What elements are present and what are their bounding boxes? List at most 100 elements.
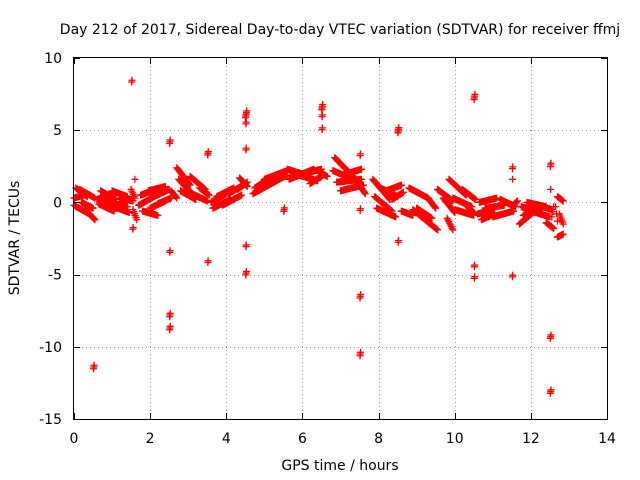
data-point <box>552 203 560 211</box>
data-point <box>204 257 212 265</box>
data-point <box>446 219 454 227</box>
data-point <box>509 175 517 183</box>
data-point <box>204 148 212 156</box>
data-point <box>361 190 369 198</box>
data-point <box>318 111 326 119</box>
data-point <box>554 217 562 225</box>
data-point <box>131 194 139 202</box>
data-point <box>493 194 501 202</box>
data-point <box>431 203 439 211</box>
data-point <box>547 386 555 394</box>
y-tick-label: -5 <box>48 268 62 284</box>
plot-frame <box>73 57 608 420</box>
data-point <box>432 204 440 212</box>
data-point <box>512 198 520 206</box>
data-point <box>514 197 522 205</box>
data-point <box>173 194 181 202</box>
axis-ticks <box>74 58 608 420</box>
data-point <box>434 226 442 234</box>
data-point <box>471 273 479 281</box>
data-point <box>548 213 556 221</box>
data-point <box>397 181 405 189</box>
data-point <box>166 309 174 317</box>
data-point <box>242 118 250 126</box>
data-point <box>399 188 407 196</box>
data-point <box>509 271 517 279</box>
data-point <box>559 230 567 238</box>
data-point <box>323 172 331 180</box>
y-tick-label: -10 <box>39 340 62 356</box>
data-point <box>89 214 97 222</box>
data-point <box>242 182 250 190</box>
data-point <box>238 191 246 199</box>
data-point <box>356 150 364 158</box>
y-tick-label: 0 <box>53 195 62 211</box>
x-tick-label: 4 <box>222 431 231 447</box>
data-point <box>90 361 98 369</box>
data-point <box>470 209 478 217</box>
data-point <box>361 189 369 197</box>
data-point <box>125 209 133 217</box>
data-point <box>395 124 403 132</box>
data-point <box>90 215 98 223</box>
data-point <box>469 208 477 216</box>
data-point <box>547 331 555 339</box>
data-point <box>357 291 365 299</box>
data-point <box>242 144 250 152</box>
data-point <box>443 214 451 222</box>
data-point <box>553 210 561 218</box>
data-point <box>318 124 326 132</box>
data-point <box>550 224 558 232</box>
data-point <box>448 224 456 232</box>
data-point <box>471 261 479 269</box>
data-point <box>242 241 250 249</box>
data-point <box>185 180 193 188</box>
data-point <box>449 226 457 234</box>
data-point <box>471 90 479 98</box>
x-tick-label: 6 <box>298 431 307 447</box>
data-point <box>129 224 137 232</box>
data-point <box>357 348 365 356</box>
x-tick-label: 2 <box>146 431 155 447</box>
data-point <box>166 136 174 144</box>
data-point <box>392 213 400 221</box>
y-tick-label: 5 <box>53 123 62 139</box>
x-tick-label: 0 <box>70 431 79 447</box>
data-point <box>468 207 476 215</box>
data-point <box>509 163 517 171</box>
data-point <box>154 211 162 219</box>
data-point <box>559 197 567 205</box>
y-axis-label: SDTVAR / TECUs <box>7 181 23 296</box>
data-point <box>243 107 251 115</box>
data-point <box>131 175 139 183</box>
data-point <box>319 100 327 108</box>
data-point <box>280 204 288 212</box>
data-point <box>444 216 452 224</box>
data-point <box>447 223 455 231</box>
data-point <box>445 218 453 226</box>
data-point <box>242 267 250 275</box>
data-point <box>172 193 180 201</box>
data-point <box>91 216 99 224</box>
y-tick-label: -15 <box>39 412 62 428</box>
x-tick-label: 14 <box>598 431 616 447</box>
data-point <box>547 159 555 167</box>
data-point <box>89 204 97 212</box>
data-point <box>356 205 364 213</box>
x-tick-label: 10 <box>446 431 464 447</box>
x-tick-labels: 0 2 4 6 8 10 12 14 <box>70 431 616 447</box>
data-point <box>472 196 480 204</box>
x-axis-label: GPS time / hours <box>281 458 398 474</box>
data-points <box>70 76 567 397</box>
y-tick-label: 10 <box>44 51 62 67</box>
grid-lines <box>74 58 607 419</box>
data-point <box>243 183 251 191</box>
data-point <box>559 220 567 228</box>
data-point <box>513 198 521 206</box>
data-point <box>549 208 557 216</box>
data-point <box>547 185 555 193</box>
y-tick-labels: -15 -10 -5 0 5 10 <box>39 51 62 428</box>
data-point <box>395 237 403 245</box>
data-point <box>357 165 365 173</box>
